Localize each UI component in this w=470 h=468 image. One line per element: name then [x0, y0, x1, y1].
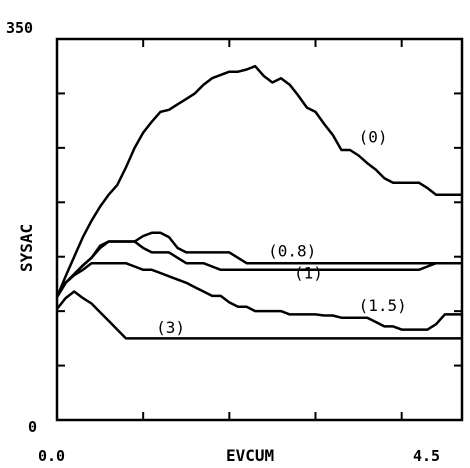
curve-label-3: (1.5): [359, 296, 407, 315]
curve-labels: (0) (0.8) (1) (1.5) (3): [156, 127, 407, 336]
curve-label-0: (0): [359, 127, 388, 146]
series-line-4: [56, 290, 462, 340]
curve-label-1: (0.8): [268, 242, 316, 261]
y-tick-label-max: 350: [6, 19, 33, 37]
y-tick-label-min: 0: [28, 418, 37, 436]
curve-label-2: (1): [294, 263, 323, 282]
x-tick-label-min: 0.0: [38, 447, 65, 465]
series-layer: [55, 64, 462, 340]
series-line-0: [55, 64, 462, 298]
series-line-2: [55, 240, 462, 298]
curve-label-4: (3): [156, 318, 185, 337]
x-axis-label: EVCUM: [226, 446, 274, 465]
y-axis-label: SYSAC: [17, 224, 36, 272]
x-tick-label-max: 4.5: [413, 447, 440, 465]
axis-ticks: [57, 39, 462, 420]
plot-frame: [55, 37, 464, 422]
series-line-3: [55, 261, 462, 331]
